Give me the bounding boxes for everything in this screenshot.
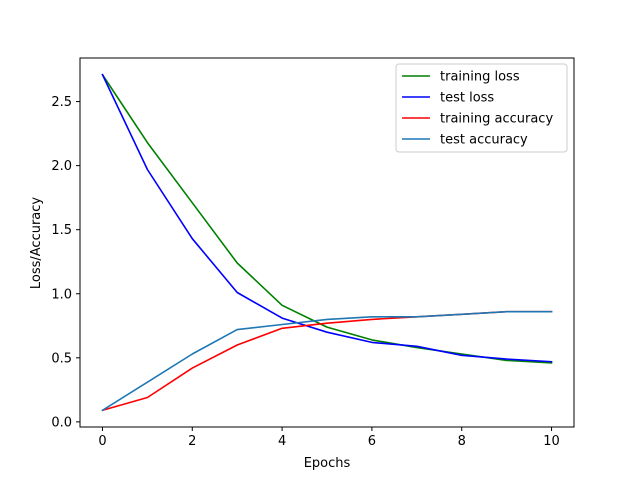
x-tick-label: 6 (368, 434, 376, 449)
series-line-test-loss (101, 73, 553, 363)
y-tick-label: 0.0 (51, 415, 72, 430)
x-axis-ticks: 0 2 4 6 8 10 (98, 427, 560, 449)
x-tick-label: 4 (278, 434, 286, 449)
x-axis-label: Epochs (304, 456, 351, 471)
x-tick-label: 8 (458, 434, 466, 449)
legend-label-test-loss: test loss (440, 91, 494, 106)
y-axis-label: Loss/Accuracy (29, 197, 44, 290)
x-tick-label: 10 (543, 434, 560, 449)
legend-label-training-accuracy: training accuracy (440, 112, 553, 127)
x-tick-label: 2 (188, 434, 196, 449)
plot-frame (79, 57, 575, 428)
y-tick-label: 2.5 (51, 95, 72, 110)
legend-label-training-loss: training loss (440, 70, 520, 85)
y-tick-label: 1.0 (51, 287, 72, 302)
y-tick-label: 1.5 (51, 223, 72, 238)
y-tick-label: 2.0 (51, 159, 72, 174)
series-line-test-accuracy (101, 310, 553, 412)
y-axis-ticks: 0.0 0.5 1.0 1.5 2.0 2.5 (51, 95, 80, 430)
x-tick-label: 0 (98, 434, 106, 449)
series-lines (101, 73, 553, 412)
y-tick-label: 0.5 (51, 351, 72, 366)
legend-box (395, 63, 568, 153)
legend: training loss test loss training accuracy t… (395, 63, 568, 153)
legend-label-test-accuracy: test accuracy (440, 133, 528, 148)
